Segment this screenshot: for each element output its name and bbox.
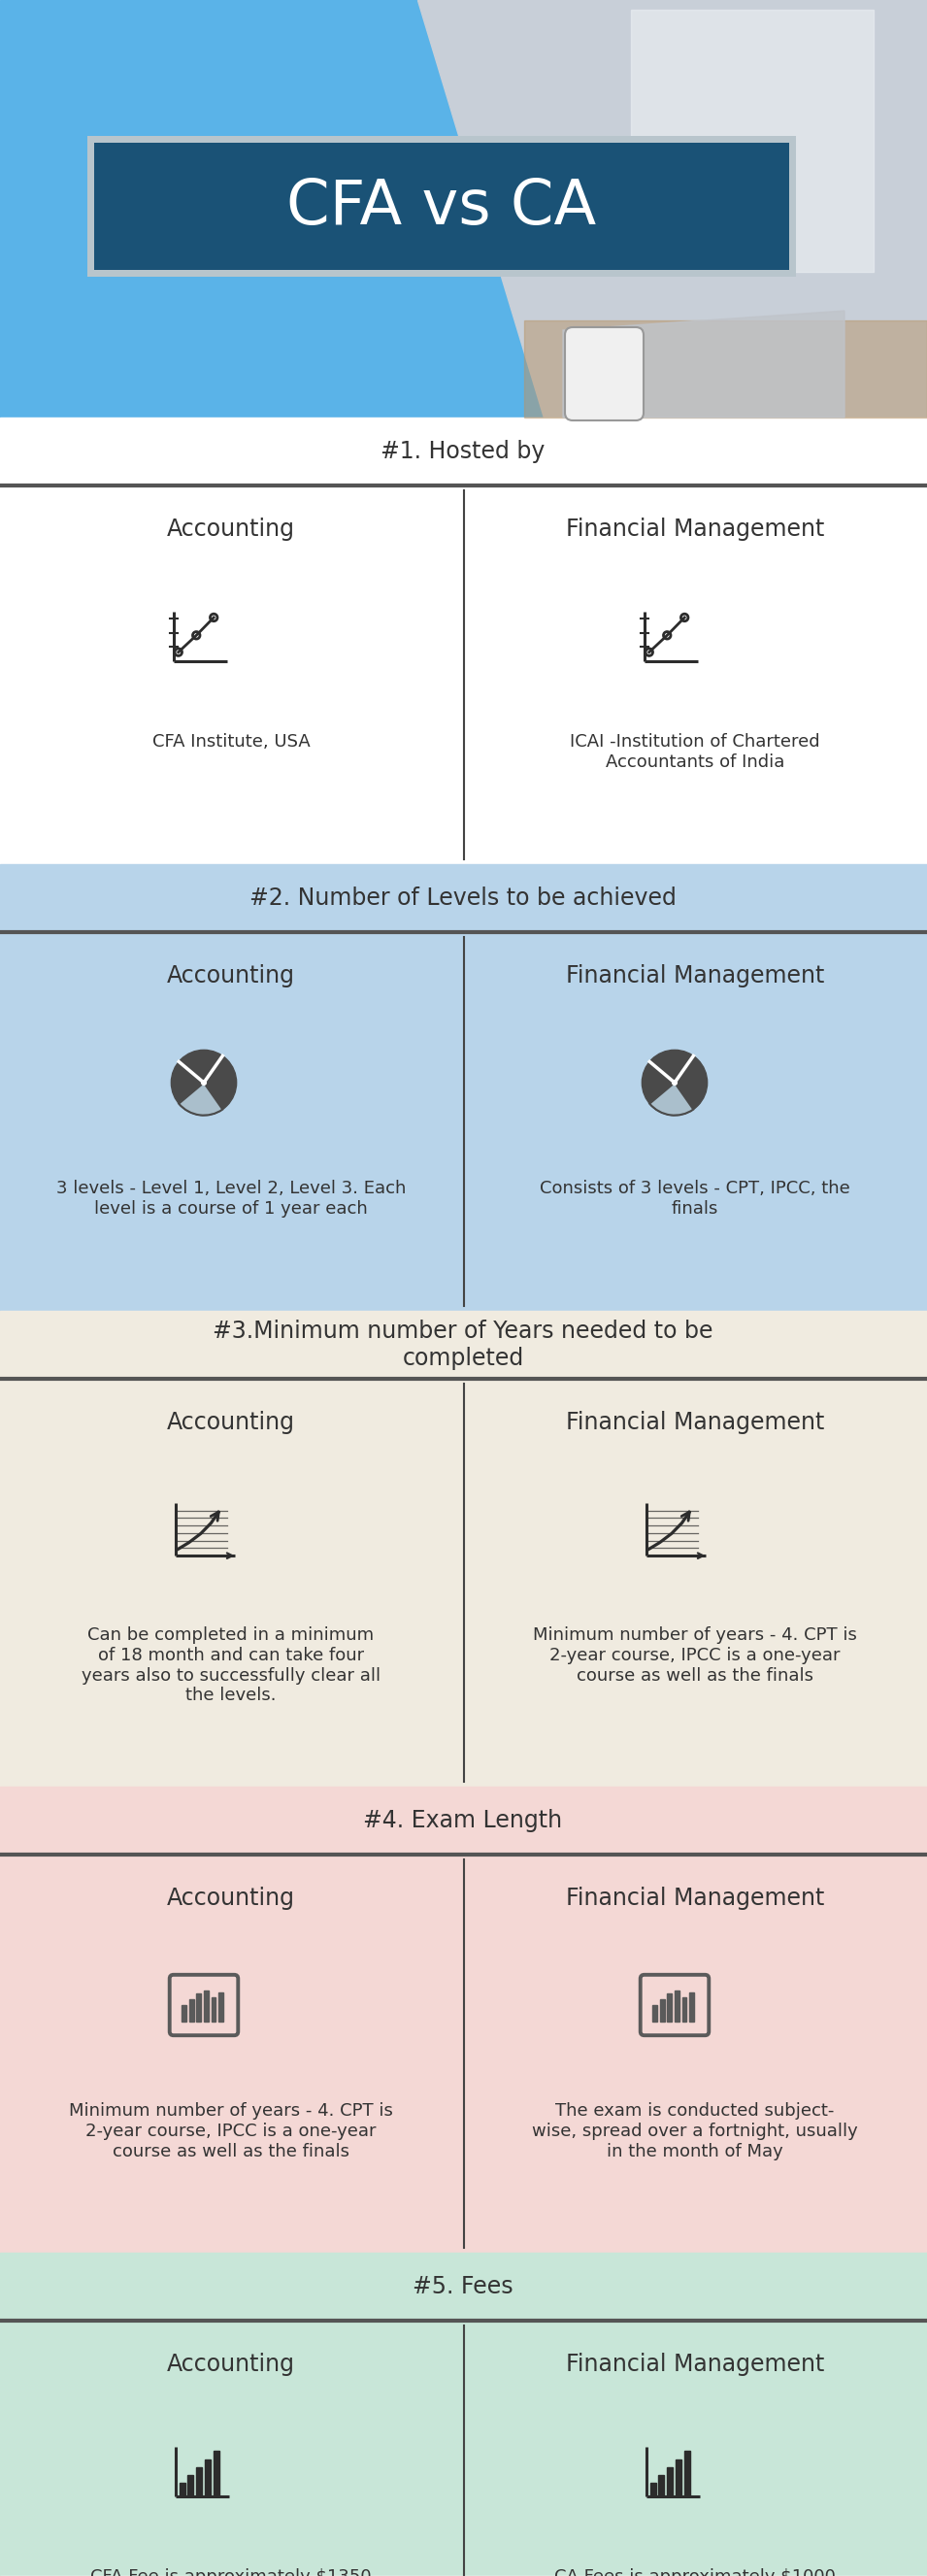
Bar <box>213 2450 219 2496</box>
Bar <box>0 863 927 1311</box>
Text: Accounting: Accounting <box>167 1886 295 1909</box>
Text: Consists of 3 levels - CPT, IPCC, the
finals: Consists of 3 levels - CPT, IPCC, the fi… <box>540 1180 850 1218</box>
Text: Financial Management: Financial Management <box>565 518 824 541</box>
Text: #2. Number of Levels to be achieved: #2. Number of Levels to be achieved <box>249 886 677 909</box>
Text: Financial Management: Financial Management <box>565 1886 824 1909</box>
Text: Accounting: Accounting <box>167 1412 295 1435</box>
Text: Financial Management: Financial Management <box>565 1412 824 1435</box>
Text: Minimum number of years - 4. CPT is
2-year course, IPCC is a one-year
course as : Minimum number of years - 4. CPT is 2-ye… <box>533 1625 857 1685</box>
Text: CA Fees is approximately $1000
inclusive of registration: CA Fees is approximately $1000 inclusive… <box>554 2568 836 2576</box>
Text: Accounting: Accounting <box>167 518 295 541</box>
Bar <box>204 1991 209 2022</box>
Text: Accounting: Accounting <box>167 963 295 987</box>
Bar <box>205 2460 210 2496</box>
Bar <box>682 1996 687 2022</box>
Bar <box>0 417 927 863</box>
Bar <box>667 1994 672 2022</box>
Polygon shape <box>524 319 927 417</box>
Text: Financial Management: Financial Management <box>565 963 824 987</box>
Bar <box>667 2468 673 2496</box>
Text: The exam is conducted subject-
wise, spread over a fortnight, usually
in the mon: The exam is conducted subject- wise, spr… <box>532 2102 858 2161</box>
Bar <box>0 0 927 417</box>
Circle shape <box>171 1051 236 1115</box>
Polygon shape <box>563 312 844 417</box>
Text: CFA Institute, USA: CFA Institute, USA <box>152 734 310 750</box>
Circle shape <box>672 1079 677 1084</box>
Text: Financial Management: Financial Management <box>565 2352 824 2375</box>
Bar <box>675 1991 679 2022</box>
Text: Accounting: Accounting <box>167 2352 295 2375</box>
Text: #5. Fees: #5. Fees <box>413 2275 514 2298</box>
Text: 3 levels - Level 1, Level 2, Level 3. Each
level is a course of 1 year each: 3 levels - Level 1, Level 2, Level 3. Ea… <box>57 1180 406 1218</box>
Bar <box>189 1999 194 2022</box>
Bar <box>188 2476 194 2496</box>
Bar <box>653 2004 657 2022</box>
Bar <box>211 1996 216 2022</box>
Text: CFA Fee is approximately $1350
inclusive of registration: CFA Fee is approximately $1350 inclusive… <box>91 2568 372 2576</box>
Text: CFA vs CA: CFA vs CA <box>286 178 597 237</box>
Text: #3.Minimum number of Years needed to be
completed: #3.Minimum number of Years needed to be … <box>213 1319 713 1370</box>
Text: #1. Hosted by: #1. Hosted by <box>381 440 545 464</box>
Polygon shape <box>417 0 927 417</box>
FancyBboxPatch shape <box>565 327 643 420</box>
Text: Can be completed in a minimum
of 18 month and can take four
years also to succes: Can be completed in a minimum of 18 mont… <box>82 1625 381 1705</box>
Bar <box>0 1311 927 1788</box>
Bar <box>684 2450 690 2496</box>
Text: ICAI -Institution of Chartered
Accountants of India: ICAI -Institution of Chartered Accountan… <box>570 734 820 770</box>
Bar <box>179 2483 185 2496</box>
Wedge shape <box>179 1082 222 1115</box>
Text: Minimum number of years - 4. CPT is
2-year course, IPCC is a one-year
course as : Minimum number of years - 4. CPT is 2-ye… <box>69 2102 393 2161</box>
Bar <box>87 137 796 276</box>
Bar <box>676 2460 681 2496</box>
Bar <box>182 2004 186 2022</box>
Text: #4. Exam Length: #4. Exam Length <box>363 1808 563 1832</box>
Bar <box>689 1994 693 2022</box>
Bar <box>197 2468 202 2496</box>
FancyBboxPatch shape <box>170 1976 238 2035</box>
Polygon shape <box>631 10 873 273</box>
Bar <box>95 142 789 270</box>
Circle shape <box>642 1051 707 1115</box>
Bar <box>0 2251 927 2576</box>
Bar <box>0 1788 927 2251</box>
Bar <box>219 1994 223 2022</box>
Bar <box>660 1999 665 2022</box>
Wedge shape <box>650 1082 693 1115</box>
Bar <box>658 2476 665 2496</box>
Bar <box>197 1994 201 2022</box>
FancyBboxPatch shape <box>641 1976 709 2035</box>
Circle shape <box>201 1079 206 1084</box>
Bar <box>650 2483 656 2496</box>
